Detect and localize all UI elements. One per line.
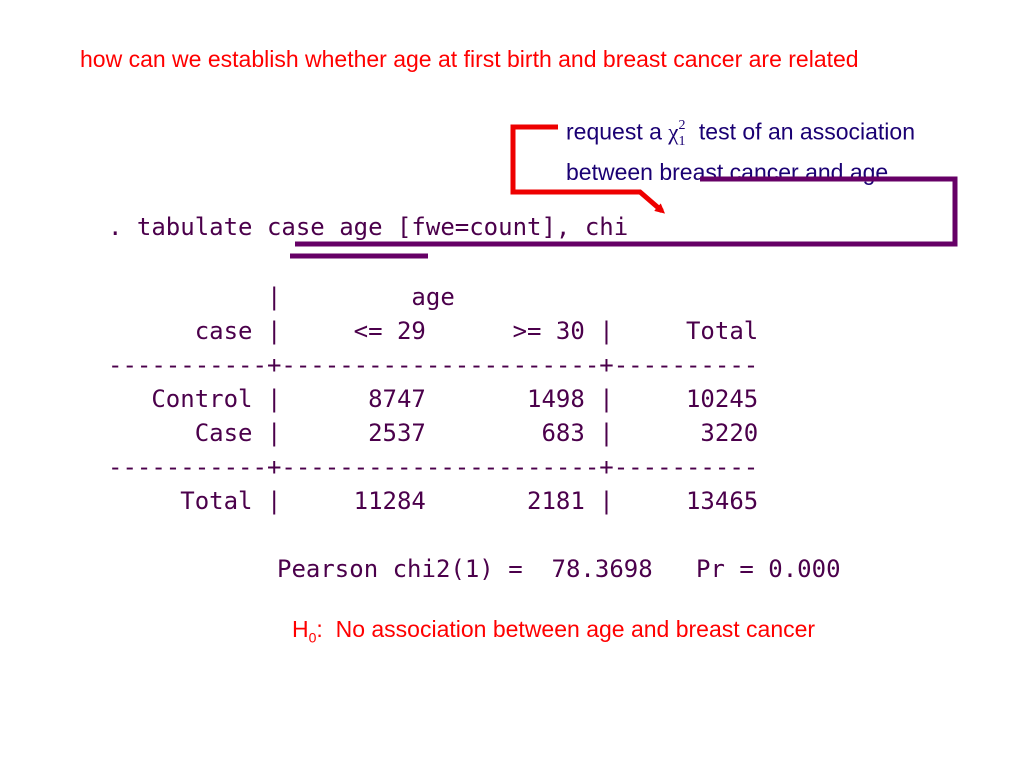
table-row-control: Control | 8747 1498 | 10245 xyxy=(108,385,759,413)
h0-text: : No association between age and breast … xyxy=(316,616,816,642)
annotation-note: request a χ21 test of an association bet… xyxy=(566,112,915,188)
table-separator-top: -----------+----------------------+-----… xyxy=(108,351,759,379)
red-arrow xyxy=(510,124,666,214)
tabulate-output: | age case | <= 29 >= 30 | Total --------… xyxy=(108,280,758,518)
pearson-result: Pearson chi2(1) = 78.3698 Pr = 0.000 xyxy=(277,555,841,583)
h0-letter: H xyxy=(292,616,309,642)
h0-subscript: 0 xyxy=(308,629,317,646)
chi-symbol: χ xyxy=(668,119,679,145)
chi-superscript: 2 xyxy=(678,118,686,133)
table-header-line2: case | <= 29 >= 30 | Total xyxy=(108,317,759,345)
table-row-case: Case | 2537 683 | 3220 xyxy=(108,419,759,447)
table-header-line1: | age xyxy=(108,283,455,311)
table-separator-bottom: -----------+----------------------+-----… xyxy=(108,453,759,481)
stata-command: . tabulate case age [fwe=count], chi xyxy=(108,213,629,241)
null-hypothesis: H0: No association between age and breas… xyxy=(292,614,815,654)
chi-subscript: 1 xyxy=(678,134,686,150)
purple-bracket xyxy=(295,176,958,247)
note-prefix: request a xyxy=(566,118,669,145)
question-text: how can we establish whether age at firs… xyxy=(80,46,859,72)
table-row-total: Total | 11284 2181 | 13465 xyxy=(108,487,759,515)
note-suffix: test of an association xyxy=(692,118,915,145)
